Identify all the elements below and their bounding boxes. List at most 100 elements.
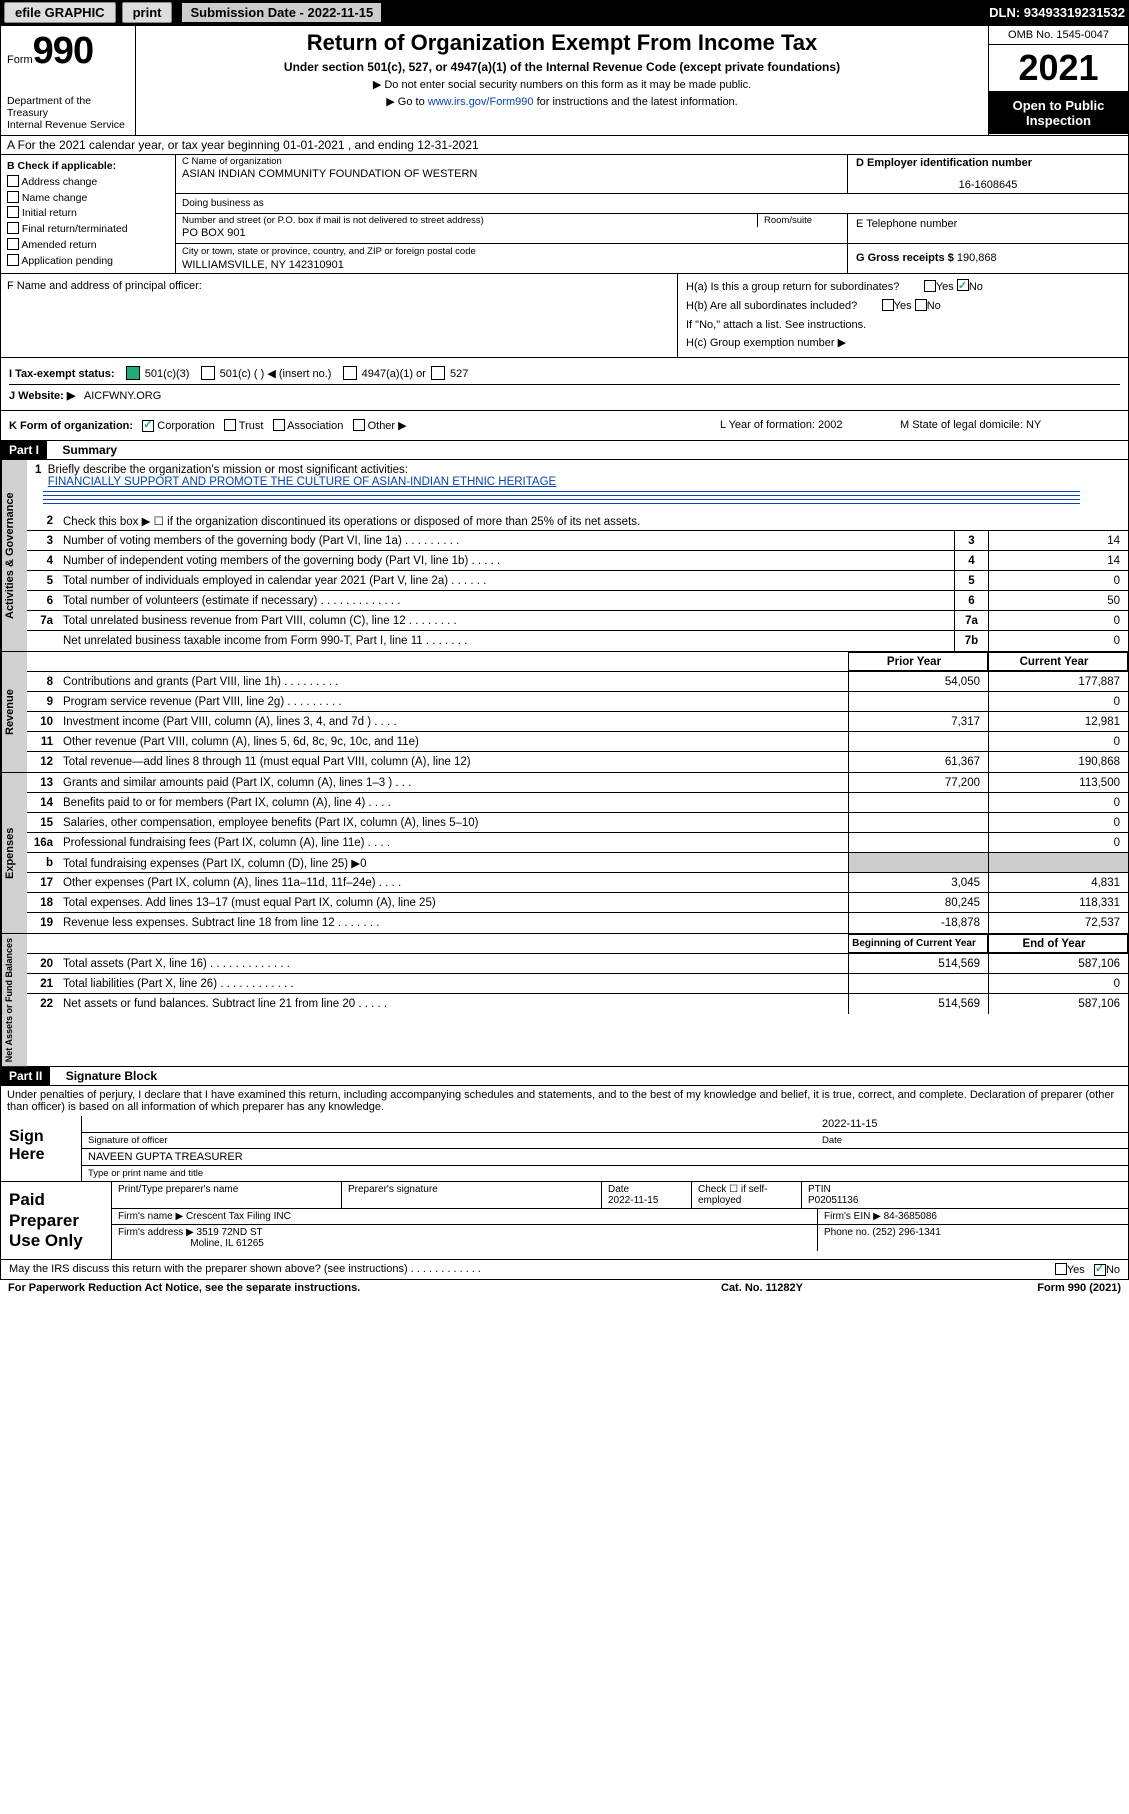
exp-line: 16aProfessional fundraising fees (Part I…: [27, 833, 1128, 853]
irs-label: Internal Revenue Service: [7, 119, 129, 131]
firm-phone: (252) 296-1341: [872, 1227, 940, 1238]
print-button[interactable]: print: [122, 2, 173, 23]
h-b: H(b) Are all subordinates included? Yes …: [686, 297, 1120, 316]
cb-may-yes[interactable]: [1055, 1263, 1067, 1275]
na-line: 22Net assets or fund balances. Subtract …: [27, 994, 1128, 1014]
col-b-checkboxes: B Check if applicable: Address change Na…: [1, 155, 176, 273]
rev-line: 10Investment income (Part VIII, column (…: [27, 712, 1128, 732]
rev-line: 8Contributions and grants (Part VIII, li…: [27, 672, 1128, 692]
submission-date: Submission Date - 2022-11-15: [182, 3, 381, 22]
cb-address-change[interactable]: [7, 175, 19, 187]
cb-501c3[interactable]: [126, 366, 140, 380]
cb-corp[interactable]: [142, 420, 154, 432]
gov-line: 4Number of independent voting members of…: [27, 551, 1128, 571]
year-formation: L Year of formation: 2002: [720, 419, 900, 432]
org-name: ASIAN INDIAN COMMUNITY FOUNDATION OF WES…: [176, 168, 847, 184]
omb-number: OMB No. 1545-0047: [989, 26, 1128, 45]
exp-line: 17Other expenses (Part IX, column (A), l…: [27, 873, 1128, 893]
room-label: Room/suite: [757, 214, 847, 227]
exp-line: 19Revenue less expenses. Subtract line 1…: [27, 913, 1128, 933]
cb-4947[interactable]: [343, 366, 357, 380]
state-domicile: M State of legal domicile: NY: [900, 419, 1120, 432]
cb-501c[interactable]: [201, 366, 215, 380]
note-link: ▶ Go to www.irs.gov/Form990 for instruct…: [144, 95, 980, 108]
cb-application[interactable]: [7, 254, 19, 266]
line-2: Check this box ▶ ☐ if the organization d…: [59, 512, 1128, 530]
note-ssn: ▶ Do not enter social security numbers o…: [144, 78, 980, 91]
form-label: Form: [7, 54, 33, 66]
street-value: PO BOX 901: [176, 227, 847, 243]
dln: DLN: 93493319231532: [989, 5, 1125, 20]
h-a: H(a) Is this a group return for subordin…: [686, 278, 1120, 297]
gross-value: 190,868: [957, 252, 997, 264]
preparer-block: Paid Preparer Use Only Print/Type prepar…: [0, 1182, 1129, 1260]
h-b-note: If "No," attach a list. See instructions…: [686, 316, 1120, 335]
cb-527[interactable]: [431, 366, 445, 380]
rev-line: 9Program service revenue (Part VIII, lin…: [27, 692, 1128, 712]
cb-trust[interactable]: [224, 419, 236, 431]
row-a-period: A For the 2021 calendar year, or tax yea…: [0, 136, 1129, 155]
street-label: Number and street (or P.O. box if mail i…: [176, 214, 757, 227]
gross-label: G Gross receipts $: [856, 252, 954, 264]
row-f-h: F Name and address of principal officer:…: [0, 274, 1129, 358]
mission-text: FINANCIALLY SUPPORT AND PROMOTE THE CULT…: [48, 476, 556, 488]
vtab-netassets: Net Assets or Fund Balances: [1, 934, 27, 1066]
cb-amended[interactable]: [7, 238, 19, 250]
efile-button[interactable]: efile GRAPHIC: [4, 2, 116, 23]
gov-line: Net unrelated business taxable income fr…: [27, 631, 1128, 651]
website: AICFWNY.ORG: [84, 390, 161, 402]
vtab-expenses: Expenses: [1, 773, 27, 933]
org-name-label: C Name of organization: [176, 155, 847, 168]
sign-here-label: Sign Here: [1, 1116, 81, 1181]
exp-line: 18Total expenses. Add lines 13–17 (must …: [27, 893, 1128, 913]
paid-preparer-label: Paid Preparer Use Only: [1, 1182, 111, 1259]
cb-final-return[interactable]: [7, 222, 19, 234]
na-line: 20Total assets (Part X, line 16) . . . .…: [27, 954, 1128, 974]
top-bar: efile GRAPHIC print Submission Date - 20…: [0, 0, 1129, 25]
form-header: Form990 Department of the Treasury Inter…: [0, 25, 1129, 136]
part-ii-header: Part II Signature Block: [0, 1067, 1129, 1086]
phone-label: E Telephone number: [848, 214, 1128, 243]
cb-other[interactable]: [353, 419, 365, 431]
cb-initial-return[interactable]: [7, 206, 19, 218]
city-value: WILLIAMSVILLE, NY 142310901: [182, 259, 841, 271]
expenses-section: Expenses 13Grants and similar amounts pa…: [0, 773, 1129, 934]
exp-line: bTotal fundraising expenses (Part IX, co…: [27, 853, 1128, 873]
cb-assoc[interactable]: [273, 419, 285, 431]
signature-block: Under penalties of perjury, I declare th…: [0, 1086, 1129, 1182]
revenue-section: Revenue Prior YearCurrent Year 8Contribu…: [0, 652, 1129, 773]
officer-name: NAVEEN GUPTA TREASURER: [88, 1151, 243, 1163]
part-i-header: Part I Summary: [0, 441, 1129, 460]
cb-may-no[interactable]: [1094, 1264, 1106, 1276]
rev-line: 11Other revenue (Part VIII, column (A), …: [27, 732, 1128, 752]
row-k: K Form of organization: Corporation Trus…: [0, 411, 1129, 441]
firm-ein: 84-3685086: [884, 1211, 937, 1222]
form-title: Return of Organization Exempt From Incom…: [144, 30, 980, 56]
cb-name-change[interactable]: [7, 191, 19, 203]
vtab-revenue: Revenue: [1, 652, 27, 772]
h-c: H(c) Group exemption number ▶: [686, 334, 1120, 353]
ein-label: D Employer identification number: [856, 157, 1032, 169]
na-line: 21Total liabilities (Part X, line 26) . …: [27, 974, 1128, 994]
exp-line: 13Grants and similar amounts paid (Part …: [27, 773, 1128, 793]
section-b-c: B Check if applicable: Address change Na…: [0, 155, 1129, 274]
exp-line: 15Salaries, other compensation, employee…: [27, 813, 1128, 833]
open-inspection: Open to Public Inspection: [989, 92, 1128, 134]
city-label: City or town, state or province, country…: [182, 246, 841, 257]
row-i-j: I Tax-exempt status: 501(c)(3) 501(c) ( …: [0, 358, 1129, 411]
sig-date: 2022-11-15: [822, 1118, 1122, 1130]
form-subtitle: Under section 501(c), 527, or 4947(a)(1)…: [144, 60, 980, 74]
governance-section: Activities & Governance 1 Briefly descri…: [0, 460, 1129, 652]
dept-label: Department of the Treasury: [7, 95, 129, 119]
rev-line: 12Total revenue—add lines 8 through 11 (…: [27, 752, 1128, 772]
gov-line: 3Number of voting members of the governi…: [27, 531, 1128, 551]
irs-link[interactable]: www.irs.gov/Form990: [428, 96, 534, 108]
netassets-section: Net Assets or Fund Balances Beginning of…: [0, 934, 1129, 1067]
gov-line: 5Total number of individuals employed in…: [27, 571, 1128, 591]
vtab-governance: Activities & Governance: [1, 460, 27, 651]
firm-name: Crescent Tax Filing INC: [186, 1211, 291, 1222]
sig-declaration: Under penalties of perjury, I declare th…: [1, 1086, 1128, 1116]
tax-year: 2021: [989, 45, 1128, 92]
officer-label: F Name and address of principal officer:: [1, 274, 678, 357]
footer: For Paperwork Reduction Act Notice, see …: [0, 1280, 1129, 1296]
